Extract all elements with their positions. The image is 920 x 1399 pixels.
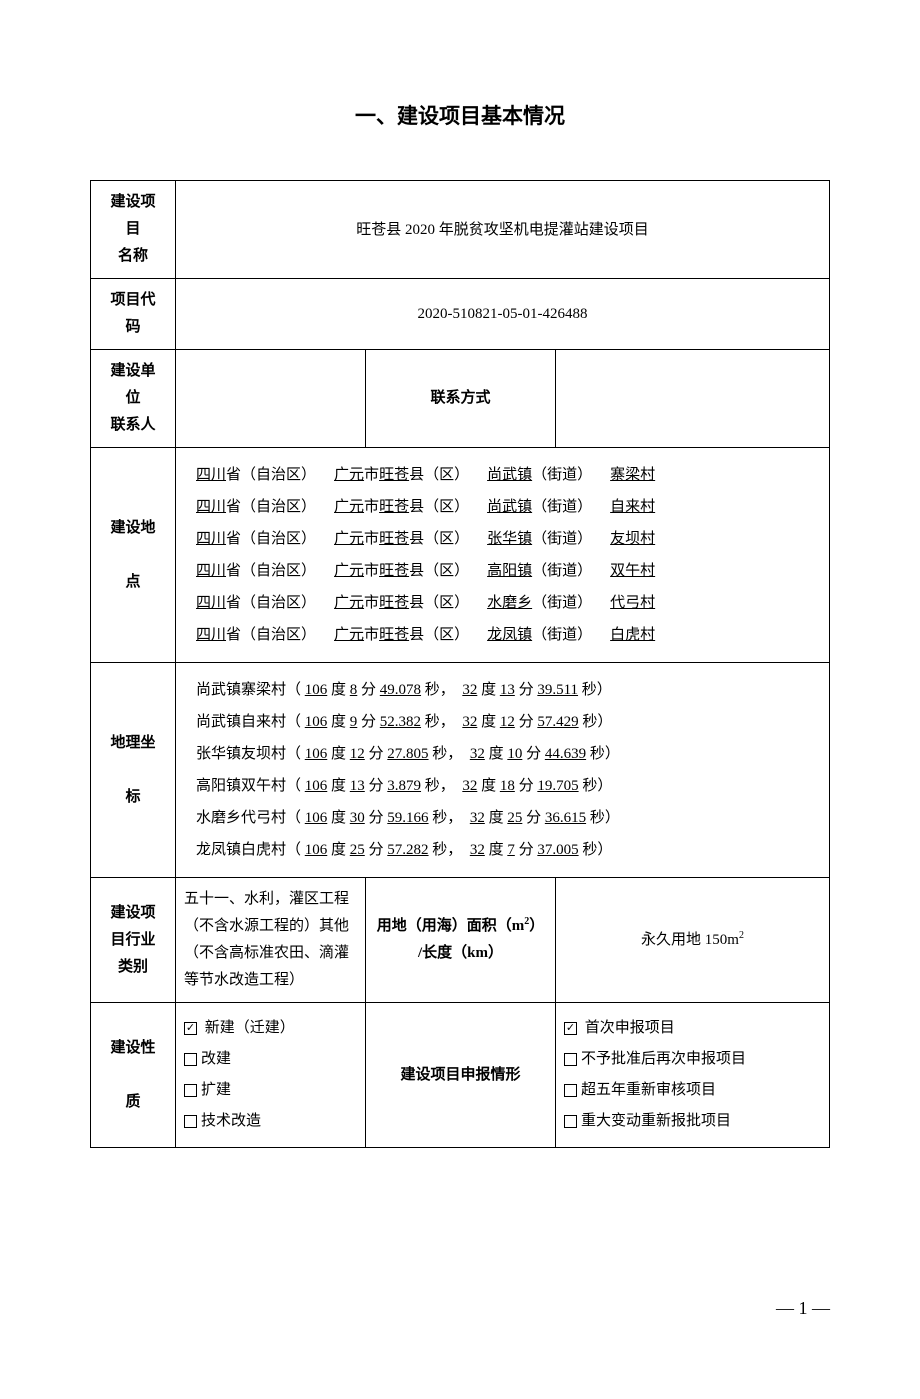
section-title: 一、建设项目基本情况 <box>90 100 830 130</box>
address-line: 四川省（自治区）广元市旺苍县（区）张华镇（街道）友坝村 <box>196 524 809 554</box>
checkbox-item: 技术改造 <box>184 1108 359 1135</box>
table-row: 项目代码 2020-510821-05-01-426488 <box>91 279 830 350</box>
value-declare-type: ✓ 首次申报项目不予批准后再次申报项目超五年重新审核项目重大变动重新报批项目 <box>556 1003 830 1148</box>
value-land-area: 永久用地 150m2 <box>556 878 830 1003</box>
page-number: — 1 — <box>90 1298 830 1319</box>
label-contact-method: 联系方式 <box>366 350 556 448</box>
coordinate-line: 水磨乡代弓村（ 106 度 30 分 59.166 秒， 32 度 25 分 3… <box>196 803 809 833</box>
checkbox-item: ✓ 新建（迁建） <box>184 1015 359 1042</box>
label-contact-unit: 建设单位联系人 <box>91 350 176 448</box>
label-land-area: 用地（用海）面积（m2）/长度（km） <box>366 878 556 1003</box>
value-contact-method <box>556 350 830 448</box>
checkbox-item: 超五年重新审核项目 <box>564 1077 823 1104</box>
label-project-name: 建设项目名称 <box>91 181 176 279</box>
value-coordinates: 尚武镇寨梁村（ 106 度 8 分 49.078 秒， 32 度 13 分 39… <box>176 663 830 878</box>
coordinate-line: 尚武镇寨梁村（ 106 度 8 分 49.078 秒， 32 度 13 分 39… <box>196 675 809 705</box>
table-row: 建设项目名称 旺苍县 2020 年脱贫攻坚机电提灌站建设项目 <box>91 181 830 279</box>
value-project-code: 2020-510821-05-01-426488 <box>176 279 830 350</box>
label-nature: 建设性质 <box>91 1003 176 1148</box>
checkbox-item: 重大变动重新报批项目 <box>564 1108 823 1135</box>
table-row: 建设单位联系人 联系方式 <box>91 350 830 448</box>
address-line: 四川省（自治区）广元市旺苍县（区）水磨乡（街道）代弓村 <box>196 588 809 618</box>
checkbox-item: 改建 <box>184 1046 359 1073</box>
value-location: 四川省（自治区）广元市旺苍县（区）尚武镇（街道）寨梁村四川省（自治区）广元市旺苍… <box>176 448 830 663</box>
coordinate-line: 龙凤镇白虎村（ 106 度 25 分 57.282 秒， 32 度 7 分 37… <box>196 835 809 865</box>
address-line: 四川省（自治区）广元市旺苍县（区）龙凤镇（街道）白虎村 <box>196 620 809 650</box>
value-contact-unit <box>176 350 366 448</box>
checkbox-icon <box>564 1115 577 1128</box>
checkbox-icon: ✓ <box>564 1022 577 1035</box>
checkbox-icon <box>184 1115 197 1128</box>
checkbox-icon <box>564 1053 577 1066</box>
label-project-code: 项目代码 <box>91 279 176 350</box>
checkbox-item: 扩建 <box>184 1077 359 1104</box>
value-industry: 五十一、水利，灌区工程（不含水源工程的）其他（不含高标准农田、滴灌等节水改造工程… <box>176 878 366 1003</box>
label-industry: 建设项目行业类别 <box>91 878 176 1003</box>
table-row: 建设项目行业类别 五十一、水利，灌区工程（不含水源工程的）其他（不含高标准农田、… <box>91 878 830 1003</box>
value-project-name: 旺苍县 2020 年脱贫攻坚机电提灌站建设项目 <box>176 181 830 279</box>
checkbox-icon: ✓ <box>184 1022 197 1035</box>
coordinate-line: 张华镇友坝村（ 106 度 12 分 27.805 秒， 32 度 10 分 4… <box>196 739 809 769</box>
label-coordinates: 地理坐标 <box>91 663 176 878</box>
address-line: 四川省（自治区）广元市旺苍县（区）尚武镇（街道）寨梁村 <box>196 460 809 490</box>
value-nature: ✓ 新建（迁建） 改建扩建技术改造 <box>176 1003 366 1148</box>
coordinate-line: 尚武镇自来村（ 106 度 9 分 52.382 秒， 32 度 12 分 57… <box>196 707 809 737</box>
table-row: 建设性质 ✓ 新建（迁建） 改建扩建技术改造 建设项目申报情形 ✓ 首次申报项目不… <box>91 1003 830 1148</box>
address-line: 四川省（自治区）广元市旺苍县（区）尚武镇（街道）自来村 <box>196 492 809 522</box>
info-table: 建设项目名称 旺苍县 2020 年脱贫攻坚机电提灌站建设项目 项目代码 2020… <box>90 180 830 1148</box>
checkbox-icon <box>184 1084 197 1097</box>
label-location: 建设地点 <box>91 448 176 663</box>
coordinate-line: 高阳镇双午村（ 106 度 13 分 3.879 秒， 32 度 18 分 19… <box>196 771 809 801</box>
checkbox-icon <box>564 1084 577 1097</box>
table-row: 地理坐标 尚武镇寨梁村（ 106 度 8 分 49.078 秒， 32 度 13… <box>91 663 830 878</box>
checkbox-icon <box>184 1053 197 1066</box>
checkbox-item: ✓ 首次申报项目 <box>564 1015 823 1042</box>
label-declare-type: 建设项目申报情形 <box>366 1003 556 1148</box>
checkbox-item: 不予批准后再次申报项目 <box>564 1046 823 1073</box>
address-line: 四川省（自治区）广元市旺苍县（区）高阳镇（街道）双午村 <box>196 556 809 586</box>
table-row: 建设地点 四川省（自治区）广元市旺苍县（区）尚武镇（街道）寨梁村四川省（自治区）… <box>91 448 830 663</box>
